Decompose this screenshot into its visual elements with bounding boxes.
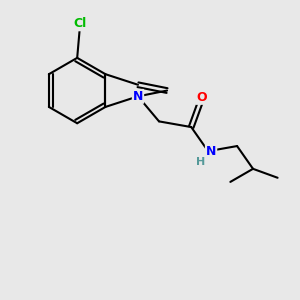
Text: Cl: Cl <box>73 17 86 30</box>
Text: H: H <box>196 157 205 166</box>
Text: N: N <box>133 90 143 103</box>
Text: N: N <box>206 145 216 158</box>
Text: O: O <box>196 91 207 104</box>
